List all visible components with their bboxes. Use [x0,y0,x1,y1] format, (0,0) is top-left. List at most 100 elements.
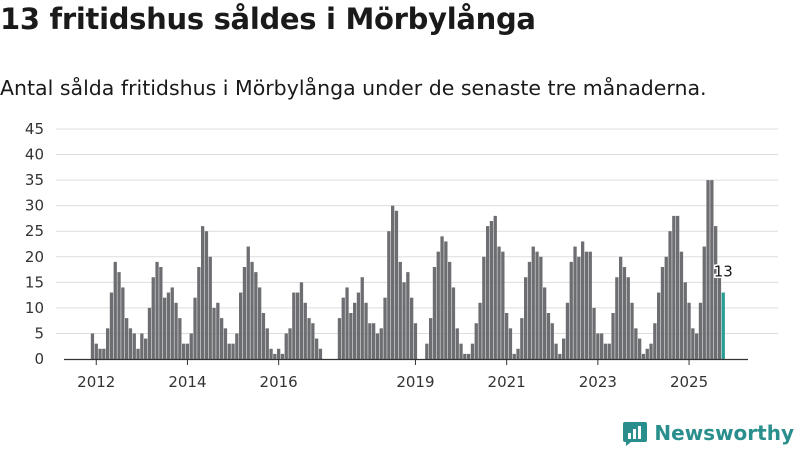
bar [341,297,345,359]
bars [90,180,725,359]
bar [683,282,687,359]
bar [128,328,133,359]
bar [649,343,653,359]
bar [315,338,319,359]
bar [615,277,619,359]
bar [299,282,304,359]
bar [231,343,235,359]
newsworthy-logo-icon [623,422,648,446]
bar [660,267,665,359]
bar [140,333,144,359]
bar [402,282,406,359]
bar [508,328,513,359]
y-tick-label: 10 [25,299,44,317]
bar [155,261,159,359]
bar [94,343,98,359]
bar [706,180,710,359]
bar [577,256,581,359]
bar [235,333,239,359]
bar [273,353,277,359]
bar [383,297,387,359]
y-tick-label: 30 [25,197,44,215]
bar [429,318,433,359]
bar [90,333,95,359]
bar [489,221,494,359]
bar-highlighted [721,292,725,359]
bar [353,302,357,359]
bar [524,277,528,359]
bar [136,348,140,359]
bar [246,246,250,359]
bar [558,353,562,359]
bar [501,251,505,359]
bar [189,333,193,359]
bar [588,251,592,359]
bar [212,307,216,359]
bar [239,292,243,359]
bar [258,287,262,359]
bar [702,246,706,359]
bar [201,226,205,359]
x-tick-label: 2016 [260,373,298,391]
bar [109,292,114,359]
bar [512,353,516,359]
bar [592,307,596,359]
bar [630,302,634,359]
x-tick-label: 2014 [168,373,206,391]
brand-logo: Newsworthy [622,420,794,446]
bar [516,348,520,359]
bar [459,343,463,359]
bar [455,328,459,359]
bar [216,302,220,359]
y-tick-label: 0 [34,350,44,368]
bar [562,338,566,359]
bar [676,215,680,359]
bar [565,302,570,359]
bar [261,313,266,359]
bar [573,246,577,359]
x-tick-label: 2023 [579,373,617,391]
bar [250,261,254,359]
bar [106,328,110,359]
bar [318,348,323,359]
bar [265,328,269,359]
last-value-label: 13 [714,263,733,281]
bar [470,343,475,359]
bar [102,348,106,359]
bar [546,313,551,359]
x-tick-label: 2021 [488,373,526,391]
bar [208,256,212,359]
bar [668,231,672,359]
bar [607,343,611,359]
bar [372,323,376,359]
y-tick-label: 20 [25,248,44,266]
bar [144,338,148,359]
bar [543,287,547,359]
bar [550,323,554,359]
bar [254,272,258,359]
bar [645,348,649,359]
bar [227,343,231,359]
bar [531,246,535,359]
bar [672,215,676,359]
bar [125,318,129,359]
bar [698,302,703,359]
bar [113,261,117,359]
bar [277,348,281,359]
bar [132,333,136,359]
bar [178,318,182,359]
bar [159,267,163,359]
bar [269,348,273,359]
bar [364,302,368,359]
bar [581,241,585,359]
bar [220,318,224,359]
bar [641,353,646,359]
bar [679,251,684,359]
bar [391,205,395,359]
bar [170,287,174,359]
bar [375,333,380,359]
bar [242,267,247,359]
bar [440,236,444,359]
chart-title: 13 fritidshus såldes i Mörbylånga [0,2,536,36]
